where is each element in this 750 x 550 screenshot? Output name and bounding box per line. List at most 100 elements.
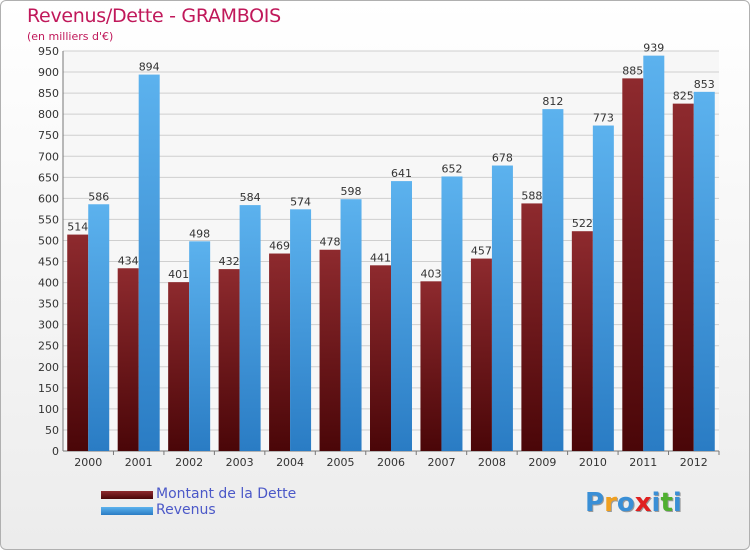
data-label-dette: 885	[622, 64, 643, 77]
x-tick-label: 2002	[175, 456, 203, 469]
chart-subtitle: (en milliers d'€)	[27, 30, 114, 43]
bar-dette	[218, 269, 240, 451]
data-label-dette: 441	[370, 251, 391, 264]
legend-label-revenus: Revenus	[156, 502, 216, 518]
logo-letter: o	[616, 488, 635, 518]
y-tick-label: 0	[52, 445, 59, 458]
bar-revenus	[693, 91, 715, 451]
y-tick-label: 700	[38, 150, 59, 163]
bar-dette	[117, 268, 139, 451]
y-tick-label: 750	[38, 129, 59, 142]
bar-revenus	[138, 74, 160, 451]
data-label-revenus: 853	[694, 78, 715, 91]
logo-letter: r	[604, 488, 617, 518]
legend-swatch-dette	[101, 491, 153, 499]
x-tick-label: 2009	[528, 456, 556, 469]
legend-label-dette: Montant de la Dette	[156, 486, 297, 502]
data-label-revenus: 812	[542, 95, 563, 108]
bar-dette	[168, 282, 190, 451]
y-tick-label: 350	[38, 298, 59, 311]
data-label-revenus: 574	[290, 195, 311, 208]
logo-letter: i	[672, 488, 682, 518]
x-tick-label: 2003	[226, 456, 254, 469]
bar-dette	[622, 78, 644, 452]
y-tick-label: 850	[38, 87, 59, 100]
bar-revenus	[491, 165, 513, 452]
logo-letter: t	[660, 488, 673, 518]
x-tick-label: 2005	[327, 456, 355, 469]
bar-dette	[319, 249, 341, 451]
y-tick-label: 150	[38, 382, 59, 395]
data-label-dette: 401	[168, 268, 189, 281]
bar-revenus	[340, 199, 362, 451]
bar-revenus	[592, 125, 614, 452]
x-tick-label: 2010	[579, 456, 607, 469]
bar-dette	[269, 253, 291, 451]
bar-revenus	[189, 241, 211, 451]
y-tick-label: 800	[38, 108, 59, 121]
data-label-revenus: 586	[88, 190, 109, 203]
logo-letter: P	[585, 488, 605, 518]
y-tick-label: 600	[38, 192, 59, 205]
y-tick-label: 500	[38, 234, 59, 247]
bar-revenus	[290, 209, 312, 451]
bar-dette	[470, 258, 492, 451]
bar-dette	[571, 231, 593, 451]
y-tick-label: 400	[38, 277, 59, 290]
data-label-revenus: 652	[441, 162, 462, 175]
legend-swatch-revenus	[101, 507, 153, 515]
x-tick-label: 2004	[276, 456, 304, 469]
logo-letter: x	[634, 488, 652, 518]
data-label-revenus: 598	[341, 185, 362, 198]
y-tick-label: 200	[38, 361, 59, 374]
data-label-revenus: 584	[240, 191, 261, 204]
data-label-dette: 457	[471, 245, 492, 258]
data-label-dette: 469	[269, 240, 290, 253]
chart-title: Revenus/Dette - GRAMBOIS	[27, 5, 281, 27]
data-label-revenus: 678	[492, 152, 513, 165]
bar-revenus	[441, 176, 463, 451]
data-label-revenus: 498	[189, 227, 210, 240]
data-label-dette: 478	[320, 236, 341, 249]
bar-dette	[370, 265, 391, 451]
y-tick-label: 100	[38, 403, 59, 416]
x-tick-label: 2006	[377, 456, 405, 469]
logo-letter: i	[651, 488, 661, 518]
bar-revenus	[643, 55, 665, 451]
y-tick-label: 250	[38, 340, 59, 353]
bar-dette	[420, 281, 442, 451]
data-label-revenus: 641	[391, 167, 412, 180]
y-tick-label: 300	[38, 319, 59, 332]
proxiti-logo: Proxiti	[585, 488, 682, 518]
y-tick-label: 900	[38, 66, 59, 79]
data-label-dette: 432	[219, 255, 240, 268]
data-label-dette: 588	[521, 189, 542, 202]
bar-dette	[67, 234, 89, 451]
y-tick-label: 650	[38, 171, 59, 184]
data-label-dette: 434	[118, 254, 139, 267]
data-label-revenus: 894	[139, 61, 160, 74]
bar-revenus	[239, 205, 261, 451]
data-label-revenus: 939	[643, 42, 664, 55]
bar-dette	[521, 203, 543, 451]
data-label-dette: 514	[67, 221, 88, 234]
x-tick-label: 2008	[478, 456, 506, 469]
data-label-dette: 403	[420, 267, 441, 280]
data-label-dette: 522	[572, 217, 593, 230]
bar-revenus	[88, 204, 110, 451]
bar-dette	[672, 103, 694, 451]
x-tick-label: 2001	[125, 456, 153, 469]
x-tick-label: 2007	[427, 456, 455, 469]
x-tick-label: 2000	[74, 456, 102, 469]
bar-revenus	[542, 109, 564, 452]
y-tick-label: 950	[38, 45, 59, 58]
data-label-dette: 825	[673, 90, 694, 103]
y-tick-label: 450	[38, 256, 59, 269]
x-tick-label: 2012	[680, 456, 708, 469]
y-tick-label: 550	[38, 213, 59, 226]
data-label-revenus: 773	[593, 112, 614, 125]
bar-revenus	[391, 181, 412, 451]
x-tick-label: 2011	[629, 456, 657, 469]
